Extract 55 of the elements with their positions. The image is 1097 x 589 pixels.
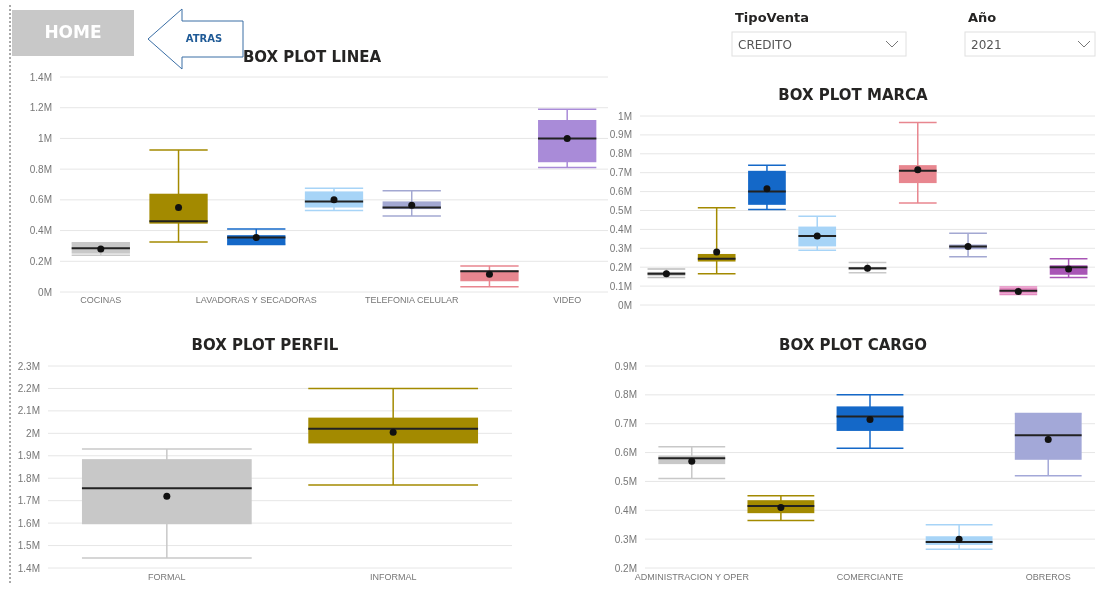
y-tick-label: 0M	[38, 286, 52, 298]
y-tick-label: 1M	[38, 132, 52, 144]
y-tick-label: 0.4M	[609, 223, 632, 235]
back-arrow-icon: ATRAS	[147, 8, 244, 70]
y-tick-label: 2.1M	[17, 405, 40, 417]
x-tick-label: TELEFONIA CELULAR	[364, 295, 459, 305]
y-tick-label: 0.3M	[614, 533, 637, 545]
y-tick-label: 0.9M	[609, 129, 632, 141]
text: TipoVenta	[735, 10, 809, 25]
dropdown-field: CREDITO	[731, 31, 907, 57]
text: Año	[968, 10, 997, 25]
y-tick-label: 0.6M	[29, 194, 52, 206]
y-tick-label: 1.9M	[17, 450, 40, 462]
chart-title: BOX PLOT PERFIL	[191, 336, 339, 354]
x-tick-label: COCINAS	[80, 295, 122, 305]
y-tick-label: 0.5M	[614, 475, 637, 487]
y-tick-label: 0.8M	[614, 389, 637, 401]
y-tick-label: 0.9M	[614, 360, 637, 372]
y-tick-label: 0.7M	[609, 167, 632, 179]
y-tick-label: 0.8M	[609, 148, 632, 160]
y-tick-label: 0.2M	[29, 255, 52, 267]
y-tick-label: 0.4M	[614, 504, 637, 516]
y-tick-label: 0.5M	[609, 205, 632, 216]
y-tick-label: 0M	[618, 299, 632, 311]
y-tick-label: 0.2M	[609, 261, 632, 273]
x-tick-label: COMERCIANTE	[836, 572, 904, 582]
y-tick-label: 1.6M	[17, 517, 40, 529]
y-tick-label: 0.8M	[29, 163, 52, 175]
y-tick-label: 1.8M	[17, 472, 40, 484]
y-tick-label: 1.5M	[17, 540, 40, 552]
y-tick-label: 1.7M	[17, 495, 40, 507]
x-tick-label: FORMAL	[148, 572, 186, 582]
y-tick-label: 0.6M	[614, 447, 637, 459]
x-tick-label: INFORMAL	[369, 572, 417, 582]
y-tick-label: 1.4M	[17, 562, 40, 574]
chart-title: BOX PLOT CARGO	[779, 336, 927, 354]
y-tick-label: 0.4M	[29, 225, 52, 237]
y-tick-label: 1.2M	[29, 102, 52, 114]
x-tick-label: OBREROS	[1025, 572, 1071, 582]
y-tick-label: 2.2M	[17, 382, 40, 394]
y-tick-label: 2M	[26, 427, 40, 439]
y-tick-label: 0.6M	[609, 186, 632, 198]
chart-title: BOX PLOT MARCA	[778, 86, 929, 104]
y-tick-label: 1.4M	[29, 71, 52, 83]
y-tick-label: 0.2M	[614, 562, 637, 574]
chart-title: BOX PLOT LINEA	[242, 48, 382, 66]
x-tick-label: VIDEO	[553, 295, 582, 305]
y-tick-label: 2.3M	[17, 360, 40, 372]
dropdown-field: 2021	[964, 31, 1096, 57]
y-tick-label: 0.3M	[609, 242, 632, 254]
x-tick-label: ADMINISTRACION Y OPER	[634, 572, 750, 582]
y-tick-label: 1M	[618, 110, 632, 122]
y-tick-label: 0.1M	[609, 280, 632, 292]
y-tick-label: 0.7M	[614, 418, 637, 430]
x-tick-label: LAVADORAS Y SECADORAS	[195, 295, 317, 305]
